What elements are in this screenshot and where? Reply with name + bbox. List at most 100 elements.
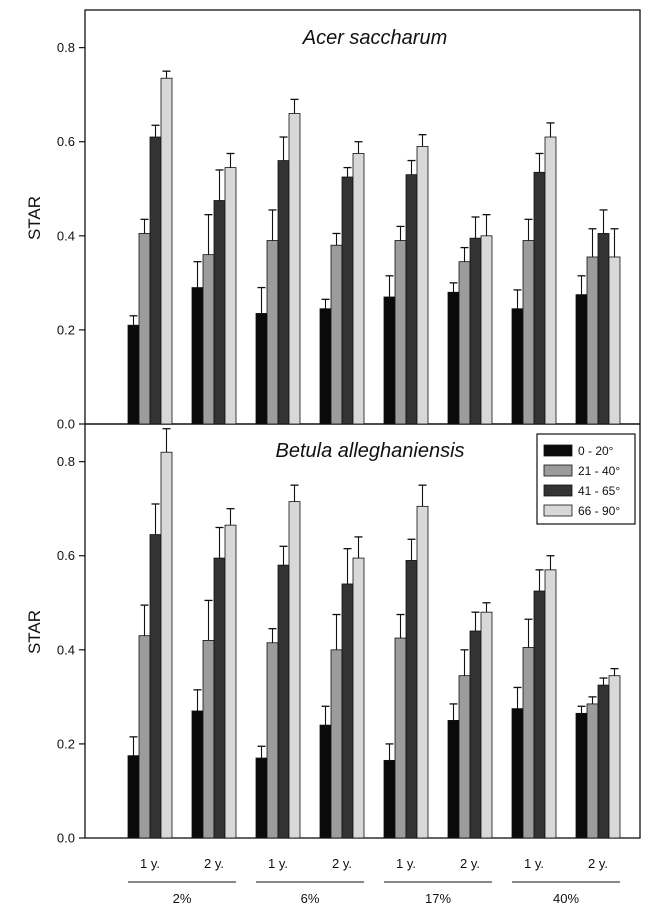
top-bar — [352, 153, 365, 425]
legend: 0 - 20° 21 - 40° 41 - 65° 66 - 90° — [536, 433, 636, 525]
top-y-axis-label: STAR — [25, 196, 44, 240]
x-tick-label: 2 y. — [204, 856, 224, 871]
bottom-bar — [405, 560, 418, 839]
top-y-tick-label: 0.2 — [57, 322, 75, 337]
group-label: 17% — [425, 891, 451, 906]
bottom-bar — [383, 759, 396, 839]
top-bar — [458, 261, 471, 425]
top-bar — [255, 313, 268, 425]
bottom-bar — [586, 703, 599, 839]
x-axis: 1 y. 2 y. 1 y. 2 y. 1 y. 2 y. 1 y. 2 y. 2% 6% 17% 4… — [128, 856, 620, 906]
top-bar — [405, 174, 418, 425]
top-bar — [319, 308, 332, 425]
bottom-y-axis-label: STAR — [25, 610, 44, 654]
bottom-bar — [544, 569, 557, 839]
top-bar — [160, 77, 173, 425]
top-bar — [597, 233, 610, 425]
top-bar — [213, 200, 226, 425]
bottom-y-tick-label: 0.8 — [57, 454, 75, 469]
top-bar — [266, 240, 279, 425]
top-bar — [608, 256, 621, 425]
legend-swatch-41-65 — [543, 484, 573, 497]
top-bar — [288, 113, 301, 425]
top-bar — [138, 233, 151, 425]
top-bar — [277, 160, 290, 425]
legend-label-41-65: 41 - 65° — [578, 484, 620, 498]
legend-swatch-66-90 — [543, 504, 573, 517]
top-bar — [586, 256, 599, 425]
bottom-bar — [341, 583, 354, 839]
bottom-bar — [319, 724, 332, 839]
bottom-bar — [288, 501, 301, 839]
bottom-bar — [160, 451, 173, 839]
bottom-bar — [213, 557, 226, 839]
top-bar — [202, 254, 215, 425]
bottom-bar — [330, 649, 343, 839]
legend-swatch-0-20 — [543, 444, 573, 457]
bottom-bar — [447, 719, 460, 839]
bottom-bar — [522, 647, 535, 839]
top-bar — [191, 287, 204, 425]
top-bar — [416, 146, 429, 425]
top-bar — [224, 167, 237, 425]
group-label: 2% — [173, 891, 192, 906]
top-bar — [394, 240, 407, 425]
bottom-bar — [608, 675, 621, 839]
top-bar — [447, 291, 460, 425]
bottom-bar — [458, 675, 471, 839]
group-label: 6% — [301, 891, 320, 906]
bottom-bar — [266, 642, 279, 839]
top-bar — [330, 244, 343, 425]
top-bar — [341, 176, 354, 425]
bottom-bar — [394, 637, 407, 839]
top-y-tick-label: 0.8 — [57, 40, 75, 55]
bottom-bar — [480, 611, 493, 839]
top-bar — [149, 136, 162, 425]
top-bar — [544, 136, 557, 425]
bottom-bar — [597, 684, 610, 839]
x-tick-label: 2 y. — [588, 856, 608, 871]
bottom-bar — [202, 640, 215, 839]
bottom-bar — [255, 757, 268, 839]
acer-panel: 0.0 0.2 0.4 0.6 0.8 — [57, 40, 621, 432]
bottom-bar — [138, 635, 151, 839]
x-tick-label: 1 y. — [268, 856, 288, 871]
legend-swatch-21-40 — [543, 464, 573, 477]
top-bar — [127, 324, 140, 425]
x-tick-label: 2 y. — [460, 856, 480, 871]
top-bar — [533, 171, 546, 425]
top-bar — [575, 294, 588, 425]
legend-label-0-20: 0 - 20° — [578, 444, 614, 458]
bottom-bar — [533, 590, 546, 839]
top-y-tick-label: 0.4 — [57, 228, 75, 243]
x-tick-label: 1 y. — [140, 856, 160, 871]
x-tick-label: 2 y. — [332, 856, 352, 871]
x-tick-label: 1 y. — [524, 856, 544, 871]
bottom-bar — [469, 630, 482, 839]
bottom-y-tick-label: 0.4 — [57, 642, 75, 657]
bottom-bar — [127, 755, 140, 839]
bottom-panel-title: Betula alleghaniensis — [275, 440, 464, 462]
bottom-bar — [511, 708, 524, 839]
top-bar — [480, 235, 493, 425]
bottom-bar — [191, 710, 204, 839]
betula-panel: 0.0 0.2 0.4 0.6 0.8 — [57, 428, 621, 846]
bottom-bar — [352, 557, 365, 839]
group-label: 40% — [553, 891, 579, 906]
bottom-bar — [416, 505, 429, 839]
top-bar — [383, 296, 396, 425]
top-y-tick-label: 0.0 — [57, 417, 75, 432]
bottom-bar — [149, 534, 162, 839]
top-bar — [522, 240, 535, 425]
legend-label-21-40: 21 - 40° — [578, 464, 620, 478]
bottom-y-tick-label: 0.0 — [57, 831, 75, 846]
bottom-y-tick-label: 0.2 — [57, 736, 75, 751]
bottom-y-tick-label: 0.6 — [57, 548, 75, 563]
top-y-tick-label: 0.6 — [57, 134, 75, 149]
top-panel-title: Acer saccharum — [302, 27, 448, 49]
top-bar — [511, 308, 524, 425]
top-bar — [469, 237, 482, 425]
bottom-bar — [277, 564, 290, 839]
bottom-bar — [224, 524, 237, 839]
